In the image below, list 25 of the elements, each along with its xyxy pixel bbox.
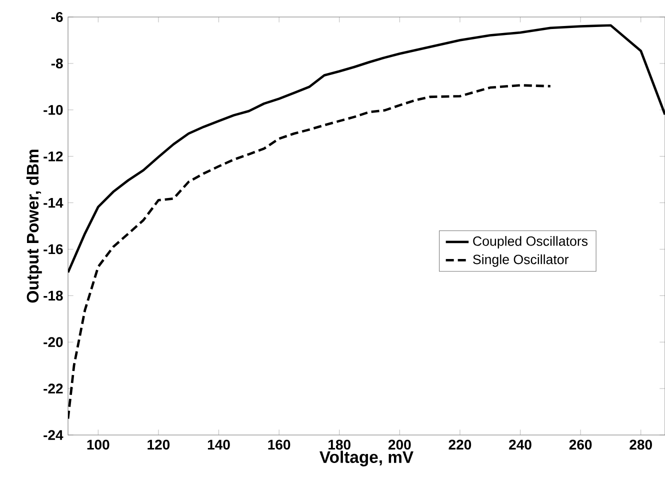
x-tick-label: 120 <box>148 440 170 450</box>
x-tick-label: 200 <box>388 440 411 450</box>
y-tick-label: -24 <box>44 430 64 440</box>
line-series <box>68 24 665 274</box>
x-tick-label: 100 <box>87 440 110 450</box>
y-tick-label: -10 <box>44 104 63 115</box>
x-tick-label: 240 <box>509 440 532 450</box>
x-tick-label: 160 <box>268 440 290 450</box>
x-tick-label: 140 <box>208 440 230 450</box>
legend-label: Single Oscillator <box>473 254 569 267</box>
y-tick-label: -14 <box>44 198 64 208</box>
y-tick-label: -12 <box>44 151 63 162</box>
y-tick-label: -22 <box>44 384 63 394</box>
x-axis-title: Voltage, mV <box>320 450 414 466</box>
x-tick-label: 280 <box>630 440 652 450</box>
y-tick-label: -20 <box>44 337 63 348</box>
y-axis-title: Output Power, dBm <box>26 150 42 303</box>
y-tick-label: -6 <box>51 12 63 22</box>
y-tick-label: -16 <box>44 244 63 254</box>
y-tick-label: -8 <box>51 58 63 68</box>
x-tick-label: 260 <box>569 440 592 450</box>
legend-label: Coupled Oscillators <box>473 236 588 248</box>
x-tick-label: 220 <box>448 440 472 450</box>
y-tick-label: -18 <box>44 290 63 301</box>
x-tick-label: 180 <box>328 440 350 450</box>
